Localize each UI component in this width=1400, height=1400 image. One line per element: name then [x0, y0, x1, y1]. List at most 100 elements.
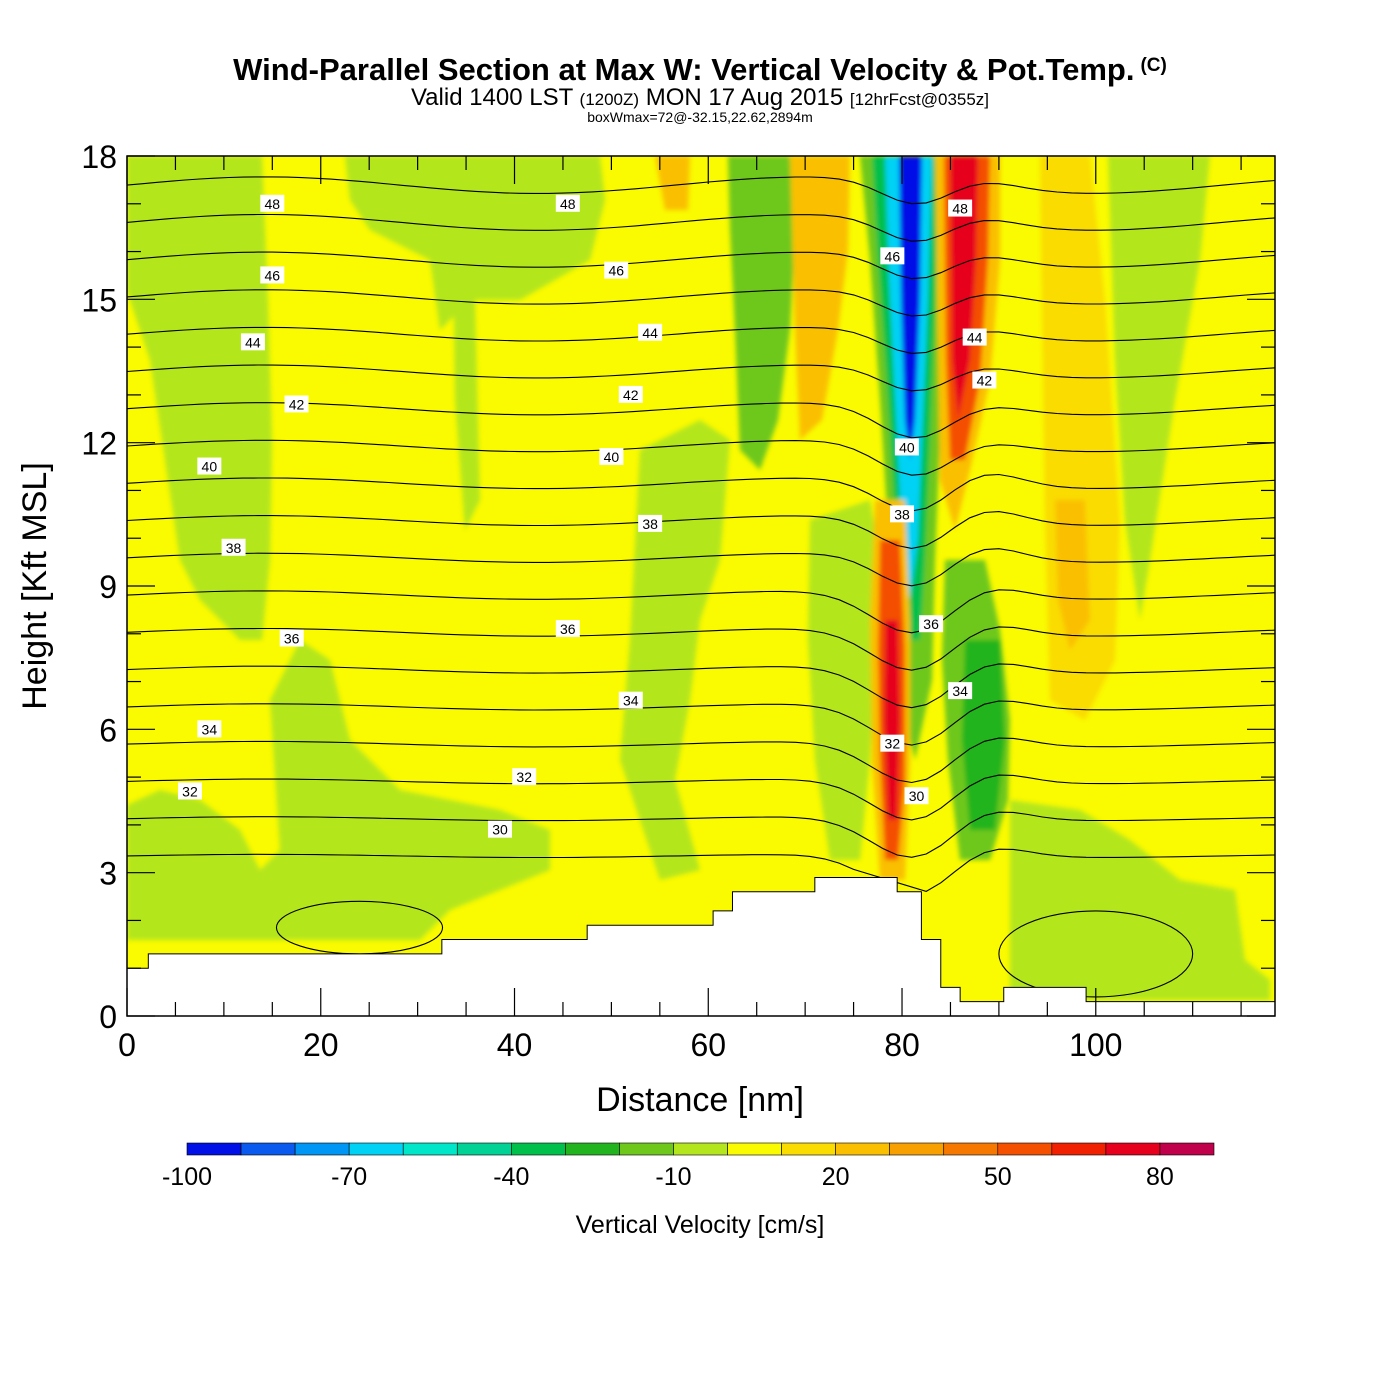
colorbar-swatch [565, 1142, 620, 1156]
isentrope-label: 46 [604, 261, 629, 279]
isentrope-label: 34 [197, 720, 222, 738]
isentrope-label: 46 [880, 247, 905, 264]
x-tick-label: 40 [497, 1027, 533, 1063]
isentrope-line [127, 364, 1275, 392]
isentrope-label: 34 [948, 682, 973, 700]
isentrope-label-text: 46 [885, 248, 901, 264]
isentrope-label-bg [972, 371, 997, 389]
isentrope-line [127, 589, 1275, 634]
colorbar-tick-label: 20 [822, 1163, 850, 1191]
isentrope-label-text: 42 [977, 373, 993, 389]
valid-time-local: Valid 1400 LST [410, 84, 573, 111]
y-axis-label: Height [Kft MSL] [16, 462, 54, 710]
isentrope-label-bg [618, 385, 643, 403]
isentrope-label-text: 40 [604, 449, 620, 465]
weak-downdraft-region-near-terrain-right [1010, 800, 1270, 1000]
isentrope-line [127, 700, 1275, 746]
isentrope-label-bg [904, 787, 929, 805]
isentrope-label: 48 [260, 194, 285, 212]
isentrope-label-bg [555, 194, 580, 212]
x-tick-label: 0 [118, 1027, 136, 1063]
box-info: boxWmax=72@-32.15,22.62,2894m [587, 109, 813, 125]
isentrope-label: 36 [279, 629, 304, 647]
isentrope-label: 42 [618, 385, 643, 403]
upper-updraft-max [950, 156, 978, 420]
isentrope-line [127, 663, 1275, 709]
isentrope-label-text: 42 [623, 387, 639, 403]
x-tick-label: 60 [690, 1027, 726, 1063]
isentrope-label: 44 [638, 323, 663, 341]
copyright-mark: (C) [1140, 55, 1167, 76]
isentrope-label-text: 38 [894, 506, 910, 522]
isentrope-label: 36 [919, 615, 944, 633]
isentrope-label-text: 32 [182, 783, 198, 799]
valid-time-utc: (1200Z) [579, 90, 640, 109]
y-tick-label: 9 [99, 569, 117, 605]
weak-downdraft-region-mid [620, 420, 730, 880]
isentrope-label: 44 [240, 333, 265, 351]
colorbar-swatch [1051, 1142, 1107, 1156]
isentrope-label-text: 30 [909, 788, 925, 804]
isentrope-label: 42 [972, 371, 997, 389]
isentrope-label-bg [638, 323, 663, 341]
isentrope-label-text: 48 [952, 201, 968, 217]
isentrope-label-bg [599, 448, 624, 465]
isentrope-label-bg [260, 266, 285, 284]
isentrope-label-bg [555, 620, 580, 637]
isentrope-label: 44 [962, 328, 987, 346]
weak-downdraft-region-far-right [1108, 156, 1210, 620]
colorbar-swatch [943, 1142, 999, 1156]
colorbar-label: Vertical Velocity [cm/s] [576, 1211, 825, 1239]
isentrope-label-text: 34 [952, 683, 968, 699]
isentrope-line [127, 213, 1275, 242]
isentrope-label-text: 48 [560, 196, 576, 212]
isentrope-line [127, 326, 1275, 354]
right-downdraft-core [962, 640, 1005, 830]
plot-area: 30 30 32 32 32 34 34 34 36 36 36 38 38 38 40 40 40 42 42 42… [127, 156, 1275, 1016]
isentrope-label: 38 [638, 514, 663, 532]
isentrope-line [127, 737, 1275, 784]
x-tick-label: 80 [884, 1027, 920, 1063]
vertical-velocity-field [127, 156, 1270, 1000]
isentrope-line [127, 402, 1275, 439]
colorbar-swatch [511, 1142, 566, 1156]
isentrope-label-bg [948, 682, 973, 700]
isentrope-label-text: 40 [899, 439, 915, 455]
chart-title: Wind-Parallel Section at Max W: Vertical… [0, 52, 1400, 88]
isentrope-label-text: 32 [885, 736, 901, 752]
isentrope-label-text: 38 [226, 540, 242, 556]
isentrope-label-bg [962, 328, 987, 346]
updraft-core-right [1055, 500, 1090, 650]
isentrope-label-bg [880, 734, 905, 752]
isentrope-label-text: 36 [560, 621, 576, 637]
isentrope-label-bg [618, 691, 643, 709]
colorbar-swatch [240, 1142, 296, 1156]
terrain-mask [127, 876, 1275, 1016]
colorbar [186, 1142, 1215, 1156]
isentrope-label-bg [919, 615, 944, 633]
isentrope-line [127, 548, 1275, 587]
isentrope-line [127, 774, 1275, 821]
isentrope-label-text: 42 [289, 396, 305, 412]
y-tick-label: 12 [81, 426, 117, 462]
isentrope-label: 40 [894, 438, 919, 456]
isentrope-label-bg [284, 395, 309, 413]
updraft-region-small [655, 156, 690, 210]
colorbar-swatch [889, 1142, 945, 1156]
isentrope-line [127, 251, 1275, 280]
isentrope-label-text: 38 [642, 516, 658, 532]
lower-updraft-max [884, 620, 900, 820]
colorbar-swatch [727, 1142, 782, 1156]
isentrope-label: 38 [221, 538, 246, 556]
isentrope-label-text: 44 [967, 330, 983, 346]
colorbar-tick-label: 80 [1146, 1163, 1174, 1191]
isentrope-label-bg [221, 538, 246, 556]
weak-downdraft-region-lower-left [127, 640, 550, 940]
isentrope-label: 48 [948, 199, 973, 217]
colorbar-tick-label: -40 [493, 1163, 529, 1191]
isentrope-label-bg [279, 629, 304, 647]
main-downdraft-core [899, 156, 922, 460]
isentrope-line [127, 511, 1275, 549]
isentrope-label: 30 [487, 820, 512, 838]
isentrope-label: 38 [890, 505, 915, 523]
